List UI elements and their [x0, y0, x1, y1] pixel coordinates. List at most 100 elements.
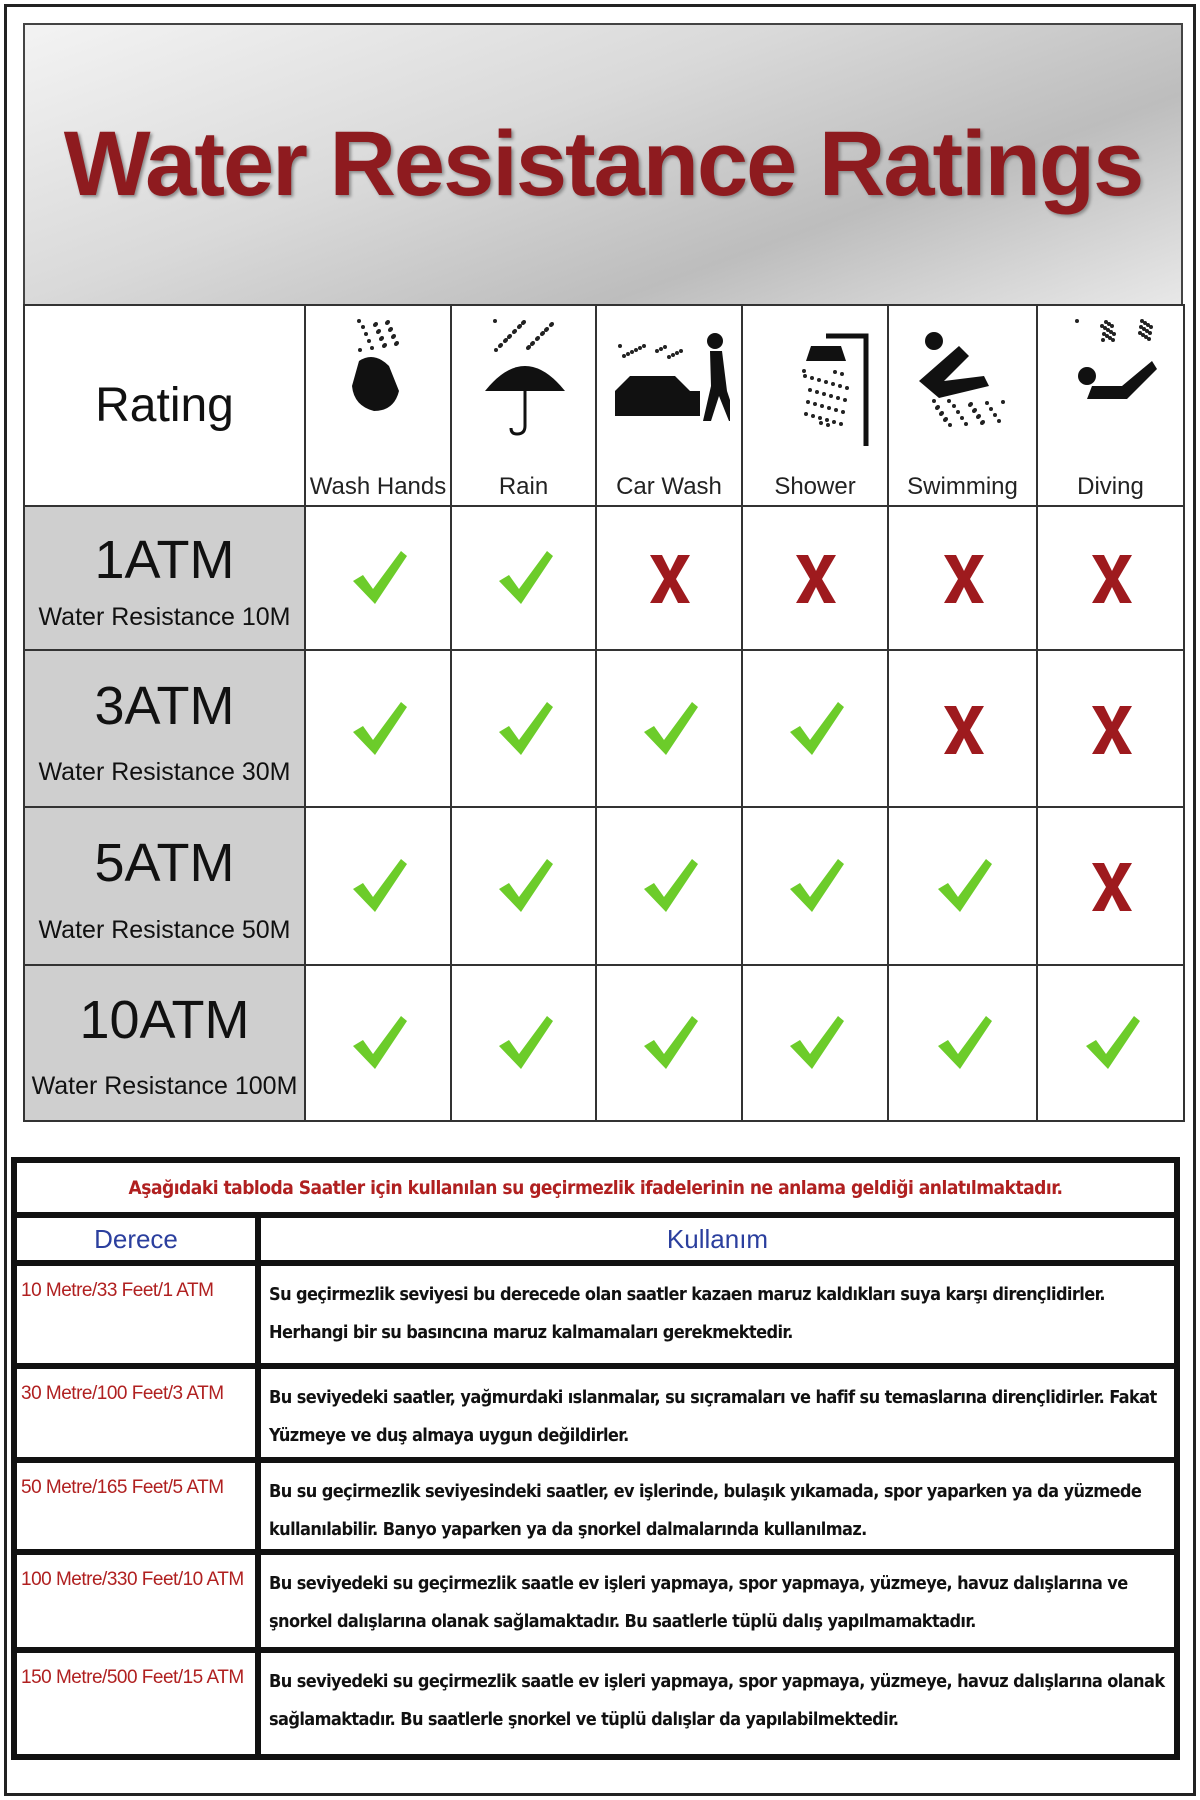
activity-icon — [918, 332, 1005, 427]
drop — [517, 324, 522, 328]
status-cell — [1036, 649, 1185, 808]
usage-cell: Bu su geçirmezlik seviyesindeki saatler,… — [258, 1460, 1177, 1552]
drop — [540, 331, 545, 335]
activity-icon — [802, 333, 869, 446]
activity-label: Wash Hands — [309, 473, 447, 500]
status-cell — [450, 964, 597, 1122]
check-icon — [353, 1016, 407, 1069]
degree-cell: 30 Metre/100 Feet/3 ATM — [14, 1366, 258, 1460]
drop — [1103, 320, 1108, 324]
check-mark — [644, 859, 698, 912]
check-mark — [937, 1016, 992, 1069]
header-label: Kullanım — [666, 1223, 769, 1254]
drop — [1074, 319, 1079, 323]
header-cell: Derece — [14, 1215, 258, 1263]
rating-name: 10ATM — [79, 990, 250, 1051]
drop — [642, 344, 646, 348]
drop — [803, 374, 807, 378]
corner-label: Rating — [95, 379, 234, 432]
drop — [618, 344, 622, 348]
drop — [383, 343, 387, 347]
usage-table-frame — [11, 1157, 1180, 1760]
drop — [492, 319, 497, 323]
drop — [988, 407, 993, 411]
rating-description: Water Resistance 100M — [31, 1072, 298, 1101]
drop — [671, 353, 675, 357]
drop — [817, 378, 821, 382]
drop — [979, 421, 984, 425]
drop — [827, 406, 831, 410]
degree-label: 150 Metre/500 Feet/15 ATM — [21, 1667, 244, 1688]
drop — [1000, 400, 1005, 404]
usage-text: Bu seviyedeki su geçirmezlik saatle ev i… — [269, 1671, 1165, 1730]
drop — [549, 322, 554, 326]
check-icon — [498, 859, 553, 912]
check-icon — [937, 859, 992, 912]
title: Water Resistance Ratings — [63, 113, 1145, 215]
header-banner: Water Resistance Ratings — [23, 23, 1183, 306]
drop — [806, 400, 810, 404]
drop — [663, 345, 667, 349]
drop — [826, 423, 830, 427]
activity-icon — [1074, 319, 1157, 399]
shower-pipe — [826, 333, 869, 446]
drop — [975, 415, 980, 419]
drop — [829, 394, 833, 398]
degree-label: 100 Metre/330 Feet/10 ATM — [21, 1569, 244, 1590]
status-cell — [450, 505, 597, 651]
check-icon — [498, 701, 553, 755]
drop — [951, 404, 956, 408]
swimmer-head — [924, 332, 943, 350]
check-mark — [353, 551, 407, 604]
check-mark — [790, 859, 844, 912]
header-cell: Kullanım — [258, 1215, 1177, 1263]
rating-name: 5ATM — [94, 832, 235, 893]
drop — [804, 412, 808, 416]
x-mark — [650, 555, 690, 603]
check-mark — [790, 701, 844, 755]
drop — [1141, 327, 1146, 331]
activity-label: Shower — [774, 473, 856, 500]
x-mark — [1091, 555, 1132, 603]
drop — [845, 386, 849, 390]
drop — [843, 398, 847, 402]
status-cell — [887, 505, 1038, 651]
drop — [380, 336, 384, 340]
drop — [357, 319, 361, 323]
drop — [1148, 325, 1153, 329]
degree-cell: 10 Metre/33 Feet/1 ATM — [14, 1263, 258, 1366]
activity-icon — [352, 319, 399, 411]
diver-icon — [1086, 361, 1157, 399]
drop — [493, 348, 498, 352]
degree-label: 10 Metre/33 Feet/1 ATM — [21, 1280, 214, 1301]
usage-text: Bu seviyedeki saatler, yağmurdaki ıslanm… — [269, 1387, 1157, 1446]
activity-label: Diving — [1077, 473, 1144, 500]
drop — [679, 349, 683, 353]
status-cell — [304, 806, 452, 966]
degree-label: 30 Metre/100 Feet/3 ATM — [21, 1383, 224, 1404]
x-icon — [1091, 863, 1132, 911]
check-icon — [498, 551, 553, 604]
drop — [1147, 331, 1152, 335]
drop — [1140, 333, 1145, 337]
check-icon — [498, 1016, 553, 1069]
drop — [947, 423, 952, 427]
x-icon — [943, 705, 984, 754]
drop — [967, 403, 972, 407]
degree-cell: 50 Metre/165 Feet/5 ATM — [14, 1460, 258, 1552]
status-cell — [1036, 964, 1185, 1122]
status-cell — [741, 505, 889, 651]
swimmer-icon — [918, 346, 989, 398]
drop — [377, 329, 381, 333]
car-icon — [615, 376, 700, 416]
drop — [811, 414, 815, 418]
check-mark — [353, 701, 407, 755]
drop — [938, 412, 943, 416]
x-icon — [943, 555, 984, 603]
drop — [526, 345, 531, 349]
corner-cell: Rating — [23, 304, 306, 507]
drop — [675, 351, 679, 355]
usage-cell: Su geçirmezlik seviyesi bu derecede olan… — [258, 1263, 1177, 1366]
usage-text: Su geçirmezlik seviyesi bu derecede olan… — [269, 1284, 1106, 1343]
drop — [802, 369, 806, 373]
